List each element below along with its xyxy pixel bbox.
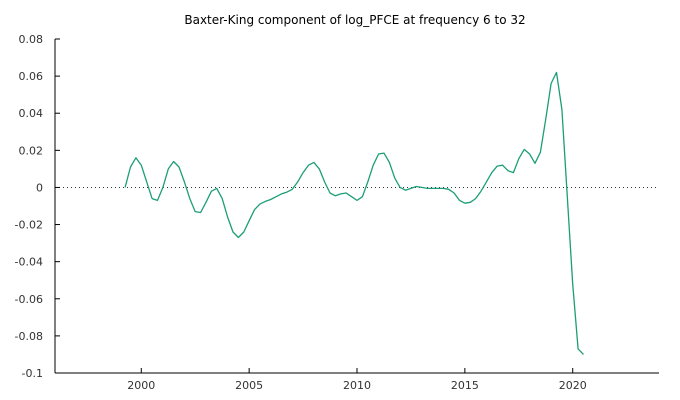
- x-tick-label: 2000: [127, 379, 155, 392]
- series-group: [124, 71, 584, 355]
- x-ticks: 2000 2005 2010 2015 2020: [127, 368, 587, 392]
- y-tick-label: 0.08: [19, 33, 44, 46]
- x-tick-label: 2005: [235, 379, 263, 392]
- series-line: [124, 71, 584, 355]
- y-tick-label: -0.1: [22, 367, 43, 380]
- y-tick-label: 0.06: [19, 70, 44, 83]
- y-tick-label: -0.02: [15, 219, 43, 232]
- y-tick-label: 0.02: [19, 144, 44, 157]
- y-tick-label: 0: [36, 181, 43, 194]
- y-tick-label: -0.08: [15, 330, 43, 343]
- y-tick-label: 0.04: [19, 107, 44, 120]
- x-tick-label: 2015: [451, 379, 479, 392]
- y-ticks: 0.08 0.06 0.04 0.02 0 -0.02 -0.04 -0.06 -0.08 -0.…: [15, 33, 60, 380]
- x-tick-label: 2010: [343, 379, 371, 392]
- x-tick-label: 2020: [559, 379, 587, 392]
- y-tick-label: -0.04: [15, 256, 43, 269]
- chart-title: Baxter-King component of log_PFCE at fre…: [184, 13, 525, 27]
- y-tick-label: -0.06: [15, 293, 43, 306]
